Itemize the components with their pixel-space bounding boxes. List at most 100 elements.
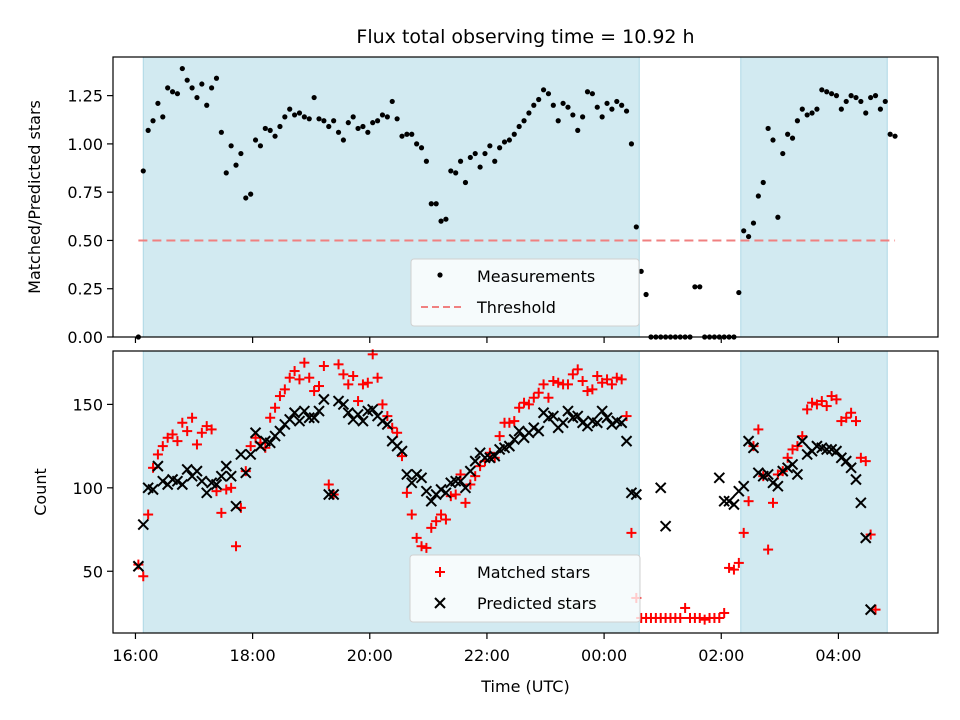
measurement-point — [599, 114, 605, 120]
predicted-star-point-b — [816, 442, 828, 454]
matched-star-point — [157, 441, 168, 452]
predicted-star-point-b — [713, 472, 726, 484]
predicted-star-point — [293, 415, 306, 427]
measurement-point — [863, 110, 869, 116]
x-axis-label: Time (UTC) — [480, 677, 569, 696]
matched-star-point — [782, 452, 793, 463]
predicted-star-point — [767, 477, 779, 489]
predicted-star-point — [479, 452, 491, 464]
predicted-star-point-b — [572, 410, 584, 422]
matched-star-point — [577, 376, 588, 387]
predicted-star-point-b — [747, 442, 760, 454]
measurement-point — [399, 133, 405, 139]
bottom-y-tick-label: 150 — [72, 395, 103, 414]
predicted-star-point — [781, 462, 794, 474]
predicted-star-point — [713, 472, 726, 484]
predicted-star-point — [835, 452, 848, 464]
measurement-point — [355, 125, 361, 132]
predicted-star-point-b — [205, 477, 218, 489]
predicted-star-point — [528, 422, 540, 434]
predicted-star-point-b — [586, 415, 599, 427]
predicted-star-point-b — [284, 413, 296, 426]
predicted-star-point — [288, 407, 301, 419]
predicted-star-point — [244, 448, 257, 461]
measurement-point — [228, 143, 234, 149]
measurement-point — [755, 193, 761, 199]
predicted-star-point — [820, 443, 833, 456]
predicted-star-point — [235, 448, 247, 461]
matched-star-point — [528, 392, 539, 403]
measurement-point — [462, 179, 469, 186]
predicted-star-point — [240, 467, 252, 479]
x-tick-label: 02:00 — [698, 646, 744, 665]
predicted-star-point-b — [513, 425, 525, 437]
predicted-star-point-b — [718, 495, 730, 507]
predicted-star-point — [308, 412, 320, 424]
bottom-shade-band-1 — [740, 350, 888, 634]
matched-star-point — [401, 487, 412, 498]
measurement-point — [824, 89, 830, 95]
predicted-star-point — [264, 437, 276, 449]
legend-label-predicted-stars: Predicted stars — [477, 594, 597, 613]
measurement-point — [877, 106, 883, 112]
measurement-point — [301, 114, 307, 120]
matched-star-point — [421, 542, 432, 553]
measurement-point — [360, 123, 366, 130]
measurement-point — [150, 118, 156, 124]
predicted-star-point — [406, 477, 418, 489]
predicted-star-point — [440, 487, 452, 499]
matched-star-point — [294, 374, 305, 385]
measurement-point — [365, 129, 371, 135]
matched-star-point — [372, 372, 383, 383]
predicted-star-point — [152, 460, 164, 472]
matched-star-point — [436, 509, 447, 520]
matched-star-point — [304, 372, 315, 383]
matched-star-point — [616, 374, 627, 385]
predicted-star-point-b — [308, 412, 320, 424]
measurement-point — [145, 127, 151, 133]
measurement-point — [580, 114, 586, 120]
predicted-star-point — [615, 417, 628, 429]
predicted-star-point — [738, 480, 750, 492]
predicted-star-point-b — [313, 405, 325, 417]
matched-star-point — [562, 379, 573, 390]
matched-star-point — [768, 497, 778, 508]
predicted-star-point — [171, 475, 184, 487]
measurement-point — [199, 81, 205, 87]
matched-star-point — [743, 496, 754, 507]
matched-star-point — [143, 509, 154, 520]
measurement-point — [809, 110, 815, 116]
measurements-layer — [135, 65, 898, 340]
measurement-point — [838, 106, 844, 112]
measurement-point — [340, 137, 347, 143]
matched-star-point — [357, 379, 368, 390]
predicted-star-point — [572, 410, 584, 422]
matched-star-point — [362, 377, 373, 388]
matched-star-point — [611, 372, 622, 383]
predicted-star-point — [435, 483, 447, 496]
predicted-star-point — [249, 427, 262, 439]
predicted-star-point-b — [357, 415, 369, 427]
measurement-point — [550, 102, 556, 108]
measurement-point — [492, 158, 498, 164]
predicted-star-point-b — [786, 458, 799, 471]
bottom-y-tick-label: 50 — [83, 562, 103, 581]
matched-star-point — [426, 522, 437, 533]
predicted-star-point-b — [318, 393, 330, 406]
matched-star-point — [133, 559, 144, 570]
bottom-y-axis-label: Count — [31, 468, 50, 516]
matched-star-point — [406, 509, 417, 520]
legend-label-measurements: Measurements — [477, 267, 595, 286]
predicted-star-point — [576, 417, 589, 429]
predicted-star-point — [313, 405, 325, 417]
top-y-tick-label: 1.00 — [67, 135, 103, 154]
predicted-star-point-b — [532, 425, 545, 437]
measurement-point — [155, 100, 161, 106]
measurement-point — [370, 120, 376, 126]
measurement-point — [633, 224, 639, 230]
matched-star-point — [431, 516, 442, 527]
matched-star-point — [270, 402, 281, 413]
predicted-star-point — [513, 425, 525, 437]
measurement-point — [531, 102, 537, 108]
